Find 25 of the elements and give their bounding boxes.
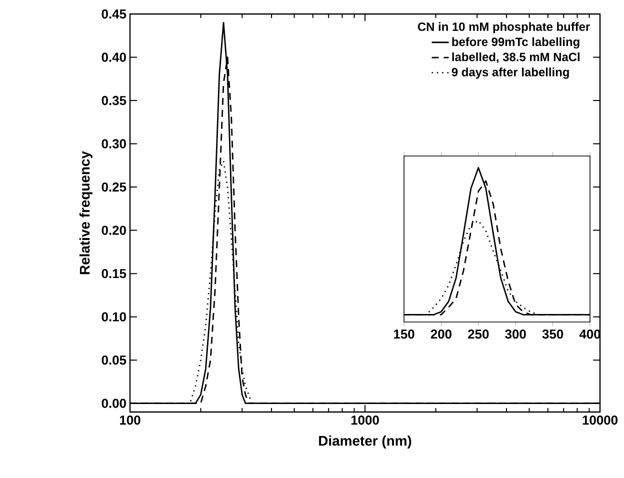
y-tick-label: 0.35 — [102, 96, 126, 106]
legend-label: 9 days after labelling — [452, 68, 569, 79]
y-tick-label: 0.00 — [102, 398, 126, 408]
y-tick-label: 0.10 — [102, 312, 126, 322]
x-tick-label: 300 — [505, 330, 526, 339]
legend-title: CN in 10 mM phosphate buffer — [418, 22, 590, 34]
x-tick-label: 350 — [542, 330, 564, 339]
x-tick-label: 200 — [430, 330, 452, 339]
y-tick-label: 0.25 — [102, 182, 126, 192]
y-tick-label: 0.45 — [102, 9, 126, 19]
x-tick-label: 150 — [394, 330, 414, 339]
legend-label: labelled, 38.5 mM NaCl — [452, 52, 580, 63]
x-tick-label: 250 — [468, 330, 489, 339]
y-tick-label: 0.40 — [102, 52, 126, 62]
legend-label: before 99mTc labelling — [452, 37, 580, 48]
x-axis-title: Diameter (nm) — [319, 436, 412, 449]
y-tick-label: 0.20 — [102, 226, 126, 235]
y-tick-label: 0.30 — [102, 139, 126, 148]
x-tick-label: 10000 — [582, 416, 618, 425]
x-tick-label: 400 — [579, 330, 600, 339]
x-tick-label: 1000 — [351, 416, 379, 425]
x-tick-label: 100 — [120, 416, 140, 425]
y-tick-label: 0.15 — [102, 268, 126, 278]
y-axis-title: Relative frequency — [79, 151, 92, 274]
y-tick-label: 0.05 — [102, 356, 126, 365]
